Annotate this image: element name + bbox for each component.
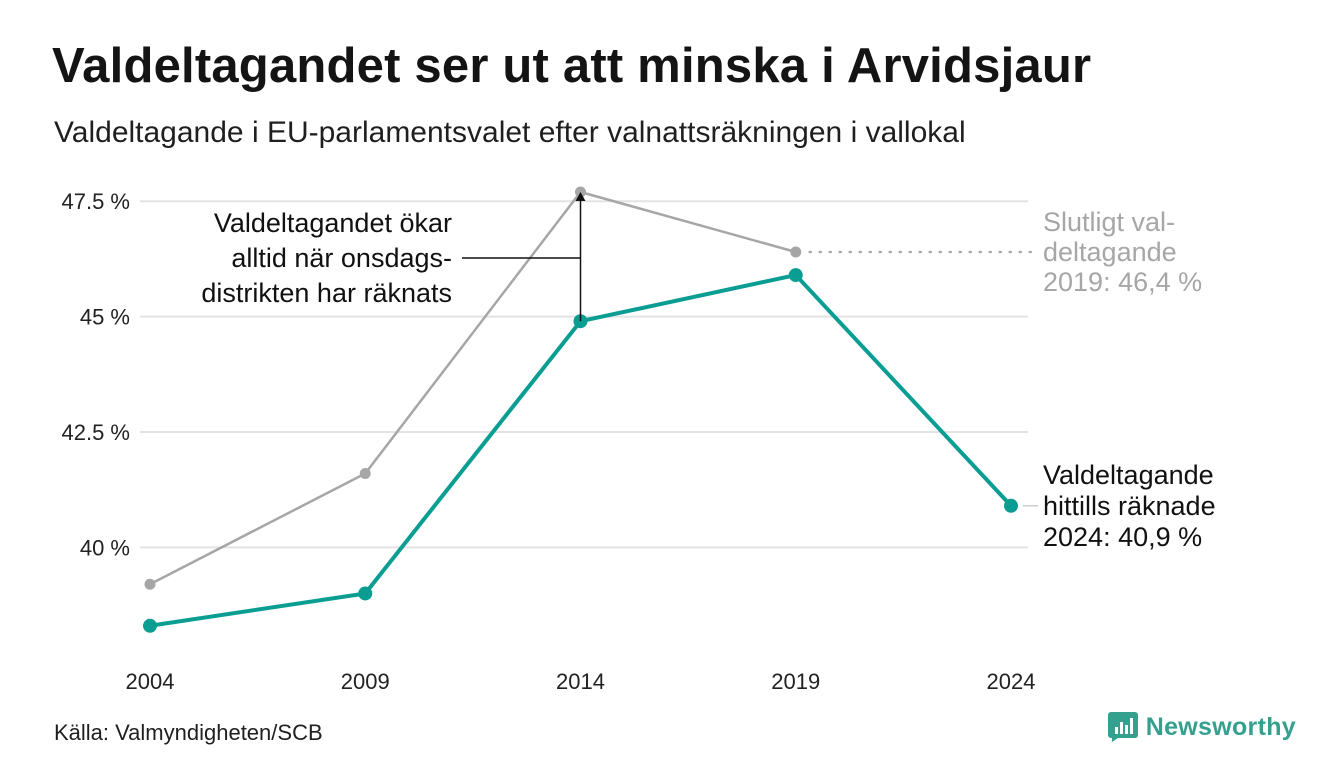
y-tick-label: 45 % bbox=[80, 305, 130, 330]
annotation-final-text: deltagande bbox=[1043, 237, 1177, 267]
point-final bbox=[144, 578, 156, 590]
point-final bbox=[790, 246, 802, 258]
annotation-current-text: Valdeltagande bbox=[1043, 460, 1214, 490]
point-preliminary bbox=[143, 618, 157, 633]
series-line-final bbox=[149, 190, 797, 586]
newsworthy-logo-icon bbox=[1107, 712, 1138, 742]
annotation-current-text: 2024: 40,9 % bbox=[1043, 522, 1202, 552]
annotation-arrow-head bbox=[575, 192, 586, 201]
x-tick-label: 2019 bbox=[771, 669, 820, 694]
chart-title: Valdeltagandet ser ut att minska i Arvid… bbox=[52, 39, 1092, 93]
annotation-final-text: 2019: 46,4 % bbox=[1043, 267, 1202, 297]
y-tick-label: 47.5 % bbox=[62, 189, 131, 214]
x-tick-label: 2004 bbox=[126, 669, 175, 694]
brand-name: Newsworthy bbox=[1145, 712, 1296, 741]
brand-logo[interactable]: Newsworthy bbox=[1107, 712, 1296, 742]
annotation-increase-text: distrikten har räknats bbox=[201, 278, 452, 308]
source-note: Källa: Valmyndigheten/SCB bbox=[54, 720, 323, 745]
point-preliminary bbox=[358, 586, 373, 601]
y-tick-label: 42.5 % bbox=[62, 420, 131, 445]
point-preliminary bbox=[1004, 498, 1018, 513]
chart-subtitle: Valdeltagande i EU-parlamentsvalet efter… bbox=[54, 116, 966, 149]
annotation-final-text: Slutligt val- bbox=[1043, 207, 1175, 237]
x-tick-label: 2014 bbox=[556, 669, 605, 694]
point-preliminary bbox=[788, 268, 803, 283]
x-tick-label: 2009 bbox=[341, 669, 390, 694]
annotation-increase-text: Valdeltagandet ökar bbox=[214, 208, 452, 238]
annotation-current-text: hittills räknade bbox=[1043, 491, 1216, 521]
y-tick-label: 40 % bbox=[80, 535, 130, 560]
point-final bbox=[359, 467, 371, 479]
x-tick-label: 2024 bbox=[987, 669, 1036, 694]
annotation-increase-text: alltid när onsdags- bbox=[231, 243, 452, 273]
